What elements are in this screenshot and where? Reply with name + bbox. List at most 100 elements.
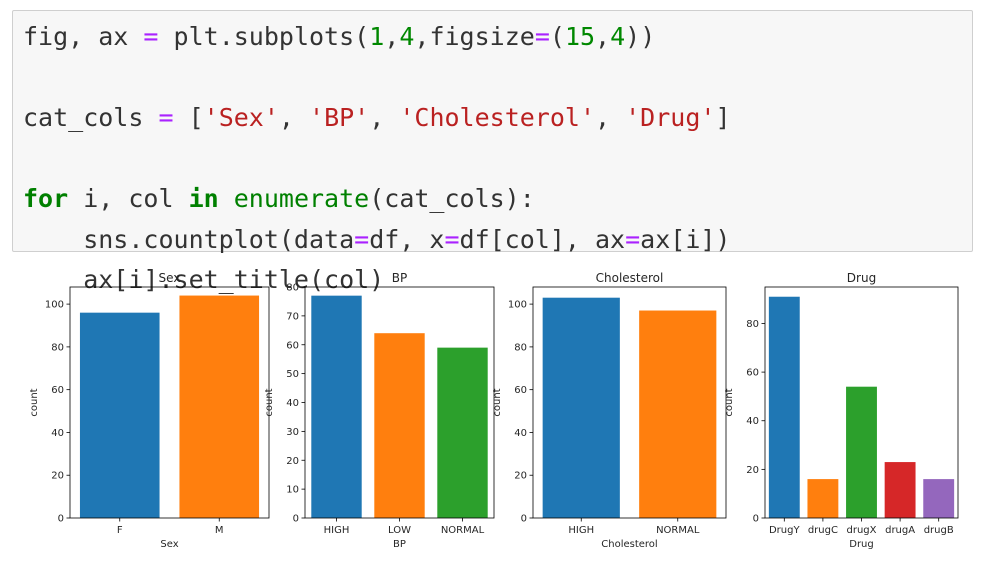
code-token: ax[i].set_title(col) [23,265,385,294]
y-tick-label: 0 [753,514,759,525]
code-token: , [595,103,626,132]
code-token: ] [715,103,731,132]
y-axis-label: count [724,388,735,416]
y-axis-label: count [264,388,275,416]
operator-token: = [158,103,174,132]
chart-title: Sex [159,271,181,285]
code-token: df[col], ax [459,224,626,254]
code-editor[interactable]: fig, ax = plt.subplots(1,4,figsize=(15,4… [23,17,731,301]
y-axis-label: count [29,388,40,416]
bar-low [374,333,425,518]
number-token: 15 [564,22,596,51]
x-tick-label: DrugY [769,525,800,536]
y-tick-label: 40 [286,398,299,409]
code-token: i, col [68,184,189,213]
code-token: (cat_cols): [369,184,535,213]
x-axis-label: Drug [849,539,874,550]
y-tick-label: 40 [746,416,759,427]
x-tick-label: NORMAL [441,525,485,536]
x-axis-label: Cholesterol [601,539,657,550]
bar-high [542,297,620,518]
code-line: sns.countplot(data=df, x=df[col], ax=ax[… [23,220,731,261]
x-tick-label: drugC [808,525,838,536]
x-tick-label: HIGH [324,525,350,536]
string-token: 'Sex' [203,103,279,132]
y-tick-label: 0 [521,514,527,525]
code-token: , [369,103,400,132]
operator-token: = [625,224,641,254]
bar-drugb [923,479,955,518]
chart-3: 0 20 40 60 80 100 HIGH NORMAL Cholesterol Cholest… [492,271,727,550]
x-tick-label: F [117,525,123,536]
chart-2: 0 10 20 30 40 50 60 70 80 HIGH LOW NORMAL BP BP count [264,271,495,550]
y-tick-label: 0 [293,514,299,525]
number-token: 4 [399,22,415,51]
bar-high [311,295,362,518]
bar-normal [639,310,717,518]
code-line: ax[i].set_title(col) [23,260,731,301]
code-token: cat_cols [23,103,159,132]
code-token: , [595,22,611,51]
code-token: ,figsize [414,22,535,51]
x-tick-label: M [215,525,224,536]
chart-title: Cholesterol [596,271,664,285]
x-tick-label: HIGH [568,525,594,536]
y-tick-label: 100 [508,300,527,311]
y-tick-label: 60 [286,340,299,351]
y-tick-label: 80 [51,342,64,353]
y-axis-label: count [492,388,503,416]
y-tick-label: 40 [514,428,527,439]
chart-1: 0 20 40 60 80 100 F M Sex Sex count [29,271,270,550]
y-tick-label: 80 [746,319,759,330]
y-tick-label: 40 [51,428,64,439]
code-token: ax[i]) [640,224,731,254]
axes-frame [69,286,270,519]
bar-druga [884,462,916,518]
y-tick-label: 20 [746,465,759,476]
operator-token: = [534,22,550,51]
x-tick-label: drugX [847,525,877,536]
code-line: fig, ax = plt.subplots(1,4,figsize=(15,4… [23,17,731,58]
operator-token: = [354,224,370,254]
x-tick-label: LOW [388,525,411,536]
string-token: 'Cholesterol' [399,103,596,132]
y-tick-label: 20 [51,471,64,482]
code-token: plt.subplots( [158,22,370,51]
x-tick-label: NORMAL [656,525,700,536]
keyword-token: in [188,184,219,213]
chart-title: BP [392,271,407,285]
code-token: ( [549,22,565,51]
chart-4: 0 20 40 60 80 DrugY drugC drugX drugA drugB Drug Dr… [724,271,959,550]
code-token: [ [173,103,204,132]
x-axis-label: BP [393,539,406,550]
code-token: df, x [369,224,445,254]
code-token: , [384,22,400,51]
operator-token: = [444,224,460,254]
bar-f [79,312,160,518]
x-tick-label: drugA [885,525,915,536]
y-tick-label: 60 [746,368,759,379]
bar-drugc [807,479,839,518]
y-tick-label: 80 [286,283,299,294]
x-axis-label: Sex [160,539,178,550]
code-token: sns.countplot(data [23,224,355,254]
code-token: , [278,103,310,132]
y-tick-label: 0 [58,514,64,525]
y-tick-label: 60 [514,385,527,396]
bar-drugy [768,296,800,518]
code-cell[interactable]: fig, ax = plt.subplots(1,4,figsize=(15,4… [12,10,973,294]
keyword-token: for [23,184,69,213]
operator-token: = [143,22,159,51]
axes-frame [532,286,727,519]
code-line: cat_cols = ['Sex', 'BP', 'Cholesterol', … [23,98,731,139]
bar-normal [437,347,488,518]
string-token: 'BP' [309,103,370,132]
string-token: 'Drug' [625,103,716,132]
code-token: fig, ax [23,22,144,51]
y-tick-label: 20 [286,456,299,467]
y-tick-label: 100 [45,300,64,311]
y-tick-label: 60 [51,385,64,396]
y-tick-label: 30 [286,427,299,438]
y-tick-label: 80 [514,342,527,353]
